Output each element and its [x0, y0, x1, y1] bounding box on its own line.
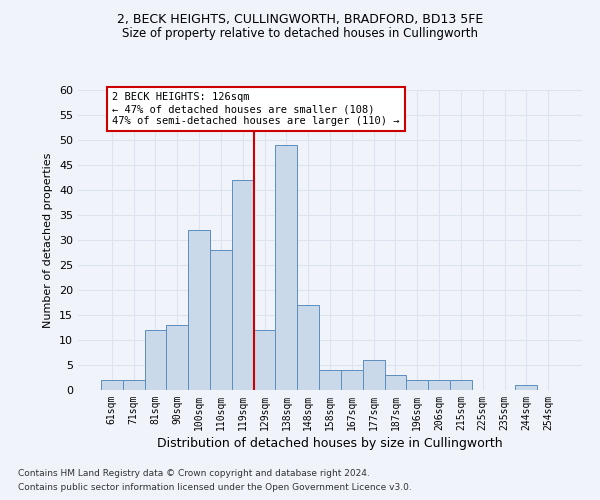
Text: Size of property relative to detached houses in Cullingworth: Size of property relative to detached ho…: [122, 28, 478, 40]
Bar: [101, 380, 123, 390]
Text: Contains HM Land Registry data © Crown copyright and database right 2024.: Contains HM Land Registry data © Crown c…: [18, 468, 370, 477]
Text: 2, BECK HEIGHTS, CULLINGWORTH, BRADFORD, BD13 5FE: 2, BECK HEIGHTS, CULLINGWORTH, BRADFORD,…: [117, 12, 483, 26]
Bar: [363, 360, 385, 390]
Text: Contains public sector information licensed under the Open Government Licence v3: Contains public sector information licen…: [18, 484, 412, 492]
Bar: [145, 330, 166, 390]
Y-axis label: Number of detached properties: Number of detached properties: [43, 152, 53, 328]
Bar: [385, 375, 406, 390]
Bar: [515, 385, 537, 390]
Bar: [297, 305, 319, 390]
Bar: [166, 325, 188, 390]
Bar: [406, 380, 428, 390]
Bar: [428, 380, 450, 390]
Bar: [254, 330, 275, 390]
Bar: [210, 250, 232, 390]
Bar: [188, 230, 210, 390]
Bar: [319, 370, 341, 390]
Bar: [450, 380, 472, 390]
Bar: [123, 380, 145, 390]
X-axis label: Distribution of detached houses by size in Cullingworth: Distribution of detached houses by size …: [157, 437, 503, 450]
Bar: [232, 180, 254, 390]
Bar: [341, 370, 363, 390]
Text: 2 BECK HEIGHTS: 126sqm
← 47% of detached houses are smaller (108)
47% of semi-de: 2 BECK HEIGHTS: 126sqm ← 47% of detached…: [112, 92, 400, 126]
Bar: [275, 145, 297, 390]
